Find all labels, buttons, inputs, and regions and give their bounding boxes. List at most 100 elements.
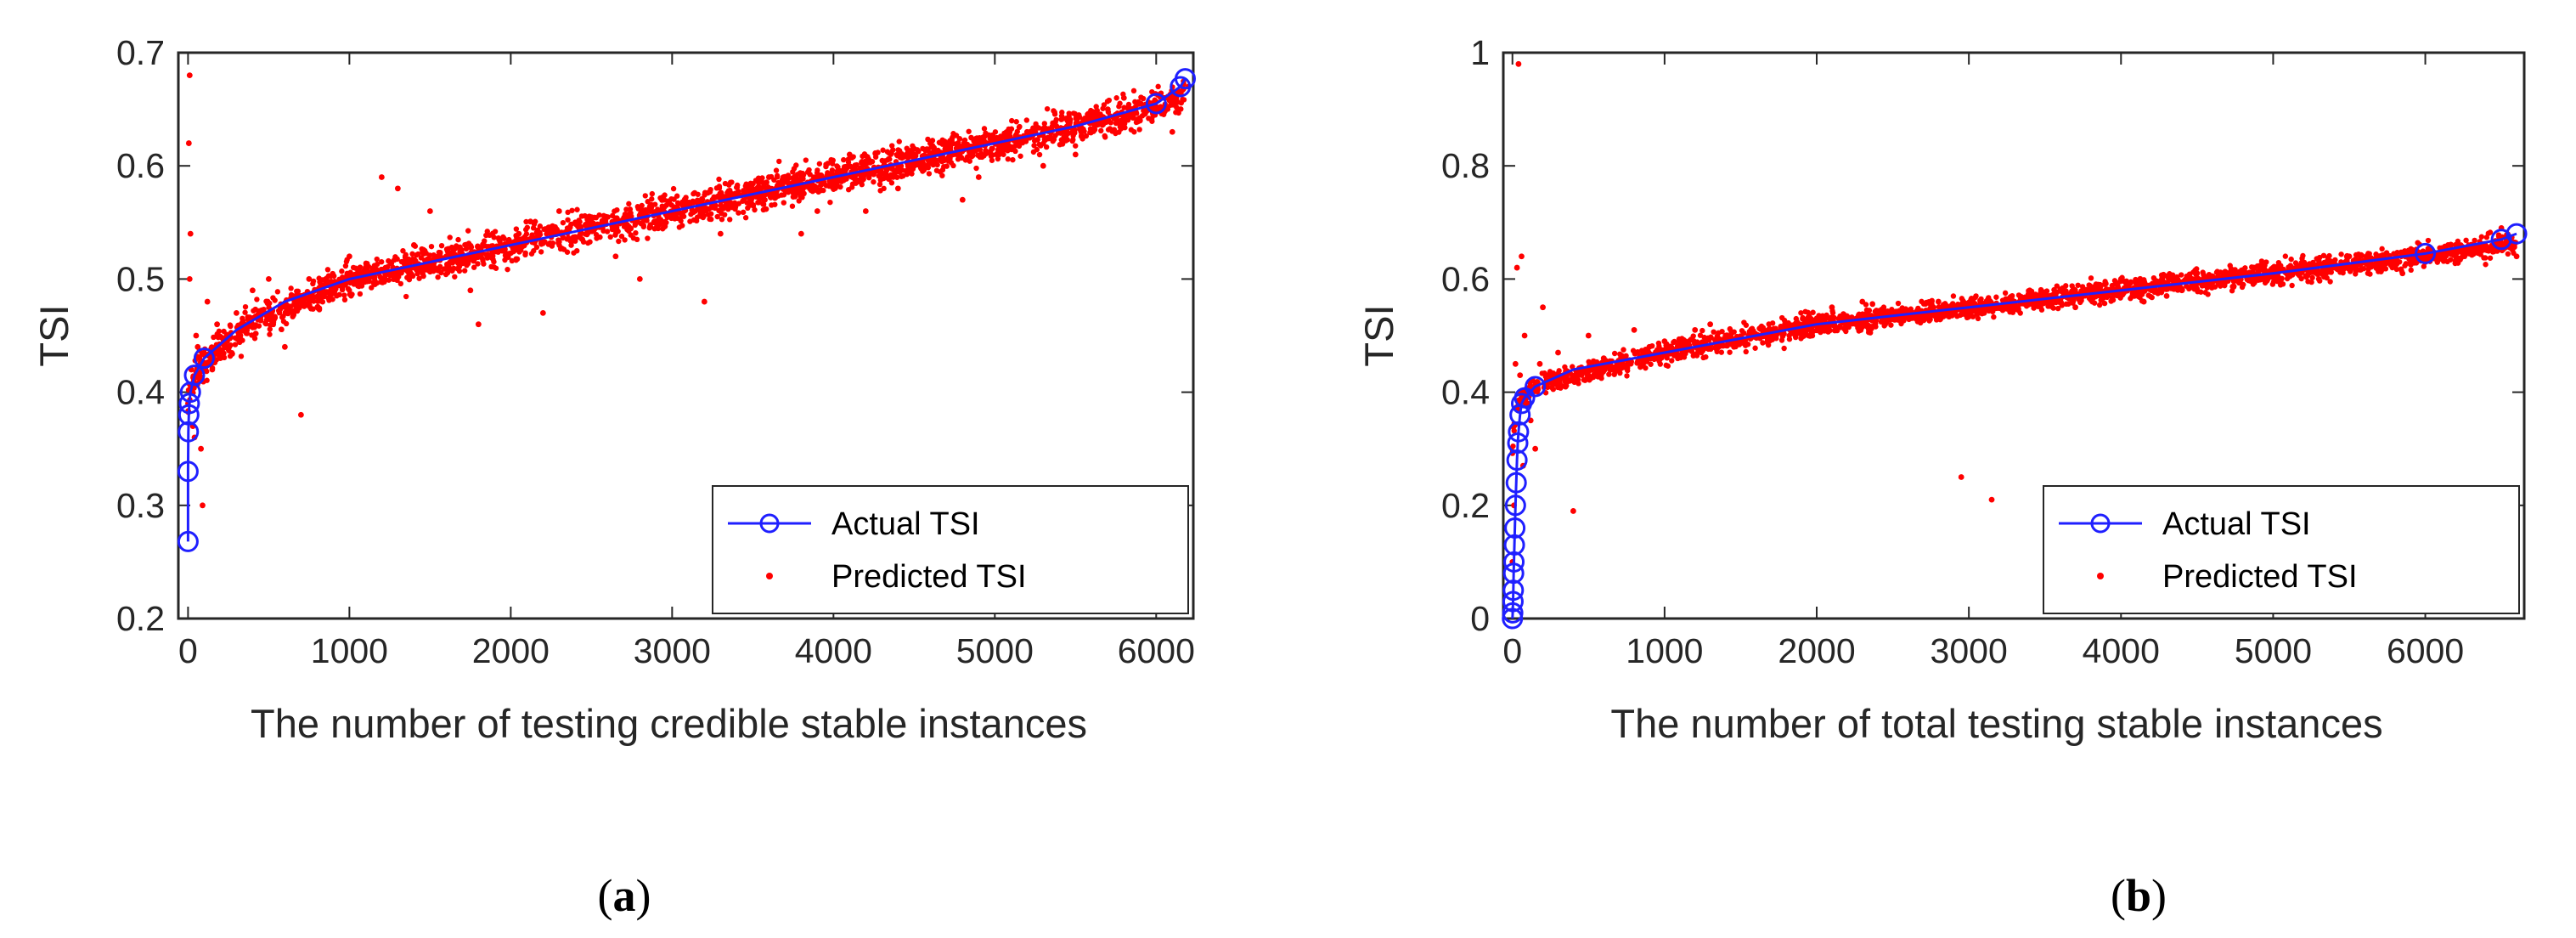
predicted-point [798, 230, 804, 237]
predicted-point [1155, 83, 1161, 90]
predicted-point [829, 161, 836, 167]
predicted-point [1031, 143, 1037, 149]
predicted-point [717, 230, 724, 237]
predicted-point [528, 251, 535, 257]
predicted-point [1016, 143, 1023, 150]
predicted-point [572, 219, 578, 226]
x-tick-label: 2000 [472, 631, 550, 670]
predicted-point [336, 291, 342, 298]
predicted-point [267, 326, 273, 332]
predicted-point [1080, 126, 1086, 133]
predicted-point [2478, 234, 2485, 240]
chart-panel-b: 0 1000 2000 3000 4000 5000 600000.20.40.60.81 … [1356, 33, 2528, 921]
predicted-point [1100, 105, 1106, 111]
x-tick-label: 5000 [2235, 631, 2312, 670]
y-tick-label: 0.2 [116, 599, 165, 638]
predicted-point [736, 210, 741, 216]
predicted-point [741, 188, 747, 194]
predicted-point [747, 202, 753, 208]
predicted-point [835, 184, 842, 189]
predicted-point [465, 260, 471, 267]
predicted-point [568, 221, 574, 228]
predicted-point [645, 199, 651, 205]
predicted-point [204, 298, 211, 305]
y-tick-label: 0.6 [116, 146, 165, 185]
predicted-point [756, 200, 762, 206]
predicted-point [740, 209, 747, 216]
predicted-point [2487, 255, 2494, 261]
predicted-point [1070, 110, 1077, 116]
predicted-point [426, 208, 433, 214]
predicted-point [402, 253, 409, 259]
predicted-point [1694, 351, 1699, 357]
caption-close-paren: ) [636, 870, 651, 921]
predicted-point [538, 249, 544, 255]
predicted-point [410, 242, 417, 248]
predicted-point [1066, 110, 1072, 116]
predicted-point [776, 158, 782, 165]
predicted-point [1800, 314, 1806, 321]
predicted-point [447, 250, 454, 256]
predicted-point [570, 235, 576, 241]
predicted-point [845, 156, 852, 162]
predicted-point [218, 334, 224, 341]
predicted-point [1170, 101, 1176, 108]
predicted-point [740, 198, 746, 204]
predicted-point [1012, 148, 1018, 155]
y-tick-label: 0.3 [116, 486, 165, 525]
predicted-point [185, 140, 192, 146]
predicted-point [890, 174, 896, 180]
predicted-point [254, 297, 260, 302]
predicted-point [574, 206, 580, 212]
predicted-point [1948, 302, 1954, 308]
predicted-point [871, 178, 877, 185]
predicted-point [941, 155, 948, 162]
predicted-point [566, 225, 572, 231]
predicted-point [690, 207, 696, 214]
predicted-point [2045, 303, 2051, 309]
y-tick-label: 0.8 [1441, 146, 1490, 185]
predicted-point [306, 299, 313, 306]
predicted-point [910, 162, 917, 169]
predicted-point [1727, 349, 1733, 355]
predicted-point [639, 202, 645, 209]
predicted-point [1954, 313, 1960, 319]
predicted-point [307, 304, 313, 310]
predicted-point [829, 167, 836, 173]
predicted-point [800, 172, 807, 178]
predicted-point [1594, 372, 1600, 378]
predicted-point [780, 174, 786, 180]
predicted-point [495, 235, 502, 241]
predicted-point [357, 291, 364, 297]
predicted-point [431, 251, 437, 258]
predicted-point [416, 275, 422, 281]
predicted-point [1895, 300, 1902, 307]
predicted-point [760, 201, 766, 207]
predicted-point [431, 266, 437, 273]
predicted-point [662, 192, 668, 198]
predicted-point [956, 153, 963, 159]
predicted-point [937, 156, 943, 163]
predicted-point [922, 147, 928, 154]
x-axis-label: The number of testing credible stable in… [251, 701, 1087, 746]
predicted-point [930, 159, 936, 165]
predicted-point [341, 292, 347, 298]
predicted-point [546, 227, 553, 233]
predicted-point [1120, 94, 1127, 101]
predicted-point [2472, 237, 2477, 244]
predicted-point [626, 201, 632, 207]
predicted-point [2463, 237, 2469, 244]
predicted-point [1104, 106, 1111, 112]
predicted-point [2363, 254, 2370, 260]
predicted-point [748, 184, 754, 190]
predicted-point [762, 197, 768, 203]
predicted-point [279, 326, 285, 333]
predicted-point [803, 157, 809, 163]
predicted-point [1014, 128, 1020, 135]
predicted-point [807, 172, 813, 178]
predicted-point [1023, 117, 1030, 123]
predicted-point [942, 145, 948, 152]
predicted-point [790, 175, 796, 181]
predicted-point [452, 274, 458, 280]
predicted-point [2448, 257, 2454, 263]
